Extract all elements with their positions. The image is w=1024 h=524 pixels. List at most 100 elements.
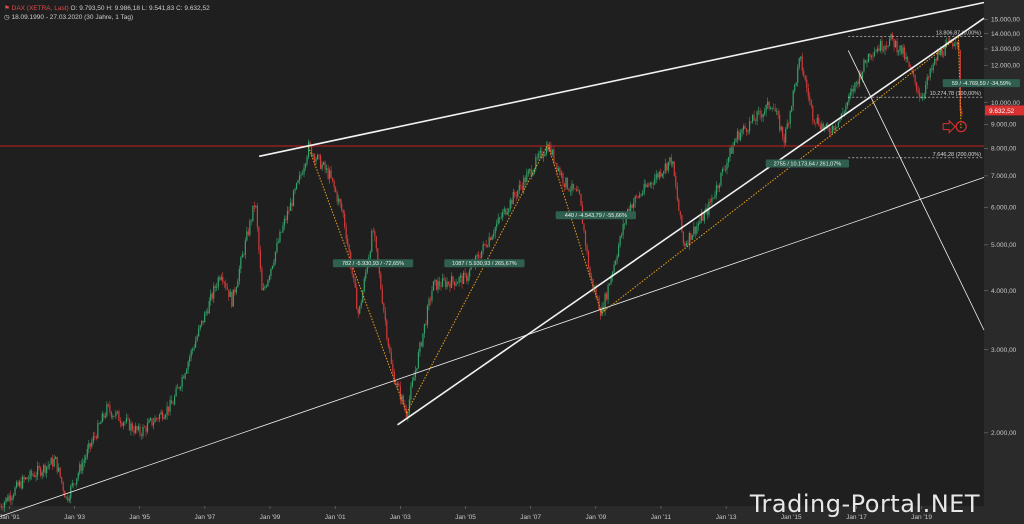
candle-body [32,475,34,476]
candle-body [155,417,158,419]
candle-body [479,257,481,258]
candle-body [178,387,180,389]
candle-body [434,279,436,282]
candle-body [244,240,246,255]
candle-body [341,203,343,210]
x-tick-label: Jan '17 [846,514,867,521]
candle-body [792,90,794,107]
candle-body [392,363,394,372]
candle-body [437,281,439,290]
candle-body [222,276,224,283]
candle-body [613,264,615,273]
candle-body [461,275,463,284]
y-tick-label: 5.000,00 [991,242,1017,249]
candle-body [961,111,963,115]
candle-body [857,81,859,85]
candle-body [940,49,942,55]
candle-body [831,125,833,134]
candle-body [949,39,951,42]
candle-body [422,333,424,347]
candle-body [652,184,654,185]
candle-body [947,41,949,43]
candle-body [73,483,75,485]
candle-body [667,161,669,171]
candle-body [611,272,614,277]
candle-body [767,101,769,105]
candle-body [279,231,281,242]
measure-label-box [555,211,636,220]
candle-body [938,51,940,55]
candle-body [186,369,188,374]
candle-body [55,456,57,460]
candle-body [794,84,796,91]
candle-body [157,418,159,420]
candle-body [545,145,547,155]
candle-body [335,187,337,192]
clock-icon: ◷ [4,14,10,21]
candle-body [319,155,322,169]
candle-body [214,286,216,288]
candle-body [517,190,519,197]
current-price-label: 9.632,52 [989,108,1015,115]
candle-body [356,287,358,310]
candle-body [187,361,189,370]
candle-body [663,171,665,174]
candle-body [712,197,715,199]
candle-body [643,183,645,193]
candle-body [621,234,623,237]
candle-body [556,162,558,171]
candle-body [702,213,704,221]
candle-body [339,198,341,204]
candle-body [753,115,755,121]
candle-body [744,126,746,129]
candle-body [782,126,784,137]
candle-body [149,418,152,421]
candle-body [11,497,13,501]
candle-body [88,443,90,450]
candle-body [148,420,150,423]
candle-body [333,181,335,188]
candle-body [235,287,237,293]
candle-body [907,57,909,62]
fib-swing-line [307,146,408,414]
candle-body [2,507,4,509]
candle-body [258,227,260,250]
candle-body [566,177,569,189]
candle-body [833,125,835,130]
current-price-tag [985,105,1024,116]
candle-body [8,495,10,502]
candle-body [888,39,891,46]
candle-body [806,79,808,89]
candle-body [282,225,284,233]
candle-body [195,340,197,348]
candle-body [625,216,627,224]
candle-body [779,114,781,131]
candle-body [761,114,763,118]
candle-body [213,286,215,299]
candle-body [232,289,234,307]
candle-body [764,111,766,114]
candle-body [372,231,374,232]
candle-body [431,290,433,301]
candle-body [821,123,823,130]
candle-body [262,288,265,291]
candle-body [870,55,873,57]
candle-body [937,51,939,61]
candle-body [116,411,119,413]
candle-body [529,169,531,171]
candle-body [860,72,862,79]
candle-body [119,420,122,424]
candle-body [768,101,770,109]
candle-body [928,77,930,78]
candle-body [158,414,161,420]
candle-body [455,283,457,286]
candle-body [777,111,779,115]
candle-body [345,226,347,239]
candle-body [100,422,102,424]
candle-body [378,262,380,274]
candle-body [291,202,293,207]
candle-body [843,111,845,113]
candle-body [393,371,395,384]
candle-body [219,277,221,280]
